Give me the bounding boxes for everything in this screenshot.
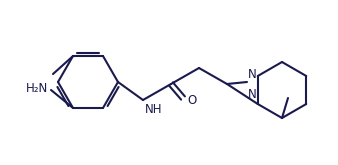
Text: N: N (248, 68, 257, 81)
Text: N: N (248, 88, 257, 101)
Text: NH: NH (145, 103, 163, 116)
Text: O: O (187, 94, 196, 106)
Text: H₂N: H₂N (26, 82, 48, 96)
